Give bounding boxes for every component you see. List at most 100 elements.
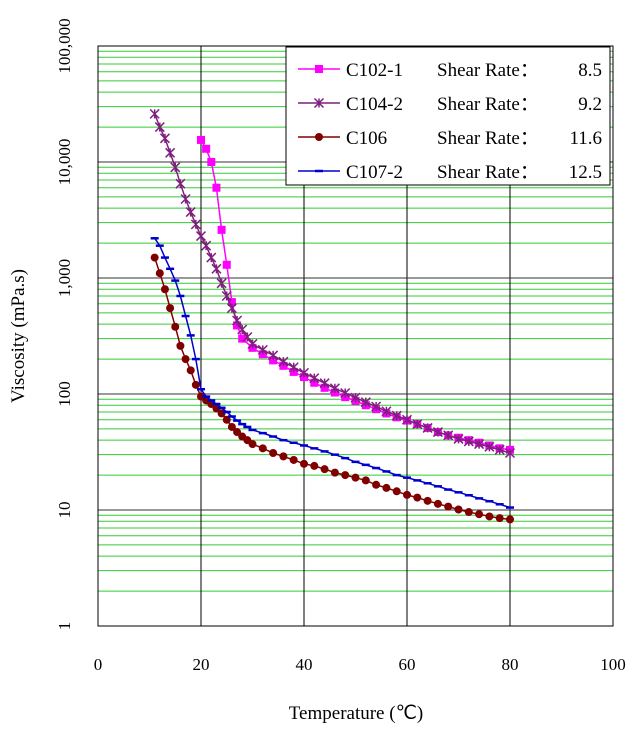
y-axis-title: Viscosity (mPa.s) <box>8 269 29 403</box>
data-point <box>237 324 248 335</box>
data-point <box>170 162 181 173</box>
data-point <box>463 436 474 447</box>
data-point <box>382 483 391 492</box>
data-point <box>202 144 211 153</box>
data-point <box>222 415 231 424</box>
data-point <box>288 362 299 373</box>
data-point <box>350 392 361 403</box>
data-point <box>392 487 401 496</box>
legend-item: C106 Shear Rate： 11.6 <box>298 128 602 149</box>
data-point <box>180 193 191 205</box>
data-point <box>485 512 494 521</box>
series-C107-2 <box>150 237 514 509</box>
data-point <box>401 414 413 425</box>
data-point <box>269 356 278 365</box>
y-axis-ticks: 1 10 100 1,000 10,000 100,000 <box>55 18 74 630</box>
series-C106 <box>150 253 514 524</box>
data-point <box>181 355 190 364</box>
legend-series-name: C107-2 <box>346 162 403 183</box>
data-point <box>278 356 289 367</box>
data-point <box>464 508 473 517</box>
data-point <box>494 444 505 455</box>
legend-item: C104-2 Shear Rate： 9.2 <box>298 94 602 115</box>
data-point <box>432 427 443 438</box>
data-point <box>154 122 165 133</box>
legend-swatch-marker <box>313 97 325 109</box>
series-line <box>153 257 511 521</box>
data-point <box>201 240 212 251</box>
data-point <box>341 471 350 480</box>
data-point <box>268 350 279 361</box>
data-point <box>372 480 381 489</box>
data-point <box>310 378 319 387</box>
y-tick-label: 1 <box>55 622 74 631</box>
data-point <box>310 461 319 470</box>
data-point <box>176 341 185 350</box>
data-point <box>309 373 320 384</box>
data-point <box>217 225 226 234</box>
y-tick-label: 1,000 <box>55 259 74 297</box>
legend-swatch-marker <box>315 65 323 73</box>
x-axis-ticks: 0 20 40 60 80 100 <box>94 655 626 674</box>
y-tick-label: 100 <box>55 381 74 407</box>
data-point <box>319 378 330 389</box>
plot-area-border <box>97 45 614 627</box>
data-point <box>269 449 278 458</box>
data-point <box>289 455 298 464</box>
legend-shear-value: 11.6 <box>569 128 602 149</box>
data-point <box>212 183 221 192</box>
data-point <box>279 452 288 461</box>
legend-shear-value: 12.5 <box>569 162 602 183</box>
data-point <box>412 419 423 430</box>
data-point <box>191 380 200 389</box>
data-point <box>289 367 298 376</box>
data-point <box>413 493 422 502</box>
legend-shear-label: Shear Rate： <box>437 128 539 149</box>
data-point <box>504 447 516 459</box>
data-point <box>475 510 484 519</box>
x-tick-label: 0 <box>94 655 103 674</box>
data-point <box>221 290 232 301</box>
legend: C102-1 Shear Rate： 8.5 C104-2 Shear Rate： 9.2… <box>285 46 611 186</box>
data-point <box>190 219 201 230</box>
data-point <box>248 440 257 449</box>
data-point <box>351 473 360 482</box>
data-point <box>474 439 485 450</box>
data-point <box>226 303 237 314</box>
data-point <box>423 496 432 505</box>
data-point <box>159 133 170 144</box>
data-point <box>454 505 463 514</box>
x-tick-label: 80 <box>502 655 519 674</box>
series-layer <box>149 108 516 524</box>
data-point <box>185 207 196 218</box>
data-point <box>484 441 495 452</box>
data-point <box>422 422 433 433</box>
data-point <box>195 231 207 242</box>
legend-item: C107-2 Shear Rate： 12.5 <box>298 162 602 183</box>
legend-series-name: C106 <box>346 128 387 149</box>
data-point <box>403 490 411 499</box>
data-point <box>329 383 340 394</box>
data-point <box>300 459 308 468</box>
series-line <box>154 237 511 509</box>
data-point <box>227 298 236 307</box>
y-tick-label: 10 <box>55 502 74 519</box>
x-tick-label: 40 <box>296 655 313 674</box>
data-point <box>444 502 453 511</box>
x-tick-label: 20 <box>193 655 210 674</box>
data-point <box>453 433 464 444</box>
legend-shear-label: Shear Rate： <box>437 162 539 183</box>
legend-shear-label: Shear Rate： <box>437 94 539 115</box>
legend-series-name: C104-2 <box>346 94 403 115</box>
legend-shear-label: Shear Rate： <box>437 60 539 81</box>
data-point <box>233 428 242 437</box>
data-point <box>298 367 310 378</box>
data-point <box>443 430 454 441</box>
data-point <box>391 410 402 421</box>
data-point <box>340 387 351 399</box>
data-point <box>160 285 169 294</box>
data-point <box>207 158 216 166</box>
data-point <box>433 499 442 508</box>
data-point <box>233 321 242 330</box>
data-point <box>212 404 221 413</box>
